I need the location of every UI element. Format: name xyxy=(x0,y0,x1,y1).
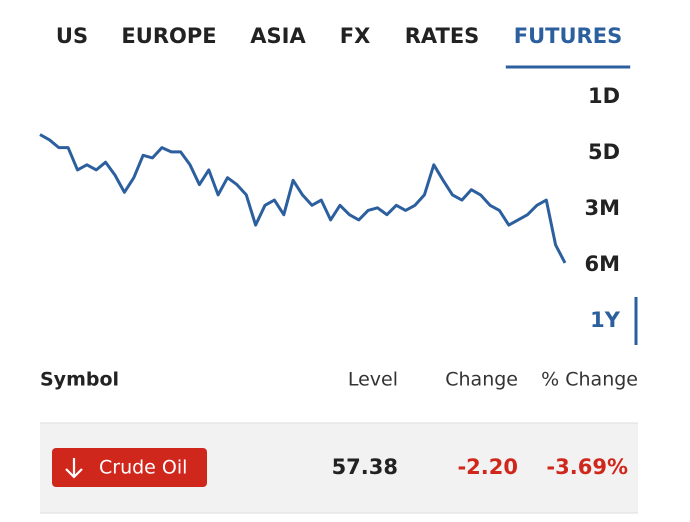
range-button[interactable]: 3M xyxy=(584,196,620,220)
tab[interactable]: FUTURES xyxy=(514,24,622,48)
tab[interactable]: RATES xyxy=(405,24,480,48)
range-button[interactable]: 1D xyxy=(588,84,620,108)
price-line xyxy=(39,133,567,264)
header-change: Change xyxy=(445,369,518,391)
symbol-label[interactable]: Crude Oil xyxy=(99,457,187,479)
tab[interactable]: ASIA xyxy=(250,24,306,48)
header-pct-change: % Change xyxy=(541,369,638,391)
range-button[interactable]: 6M xyxy=(584,252,620,276)
change-value: -2.20 xyxy=(457,455,518,479)
range-button[interactable]: 1Y xyxy=(590,308,621,332)
tab[interactable]: FX xyxy=(340,24,371,48)
range-button[interactable]: 5D xyxy=(588,140,620,164)
tab[interactable]: US xyxy=(56,24,88,48)
symbol-button[interactable] xyxy=(52,448,207,487)
header-level: Level xyxy=(348,369,398,391)
header-symbol: Symbol xyxy=(40,369,119,391)
down-arrow-icon xyxy=(65,458,83,479)
tab[interactable]: EUROPE xyxy=(121,24,216,48)
level-value: 57.38 xyxy=(332,455,398,479)
pct-change-value: -3.69% xyxy=(546,455,628,479)
